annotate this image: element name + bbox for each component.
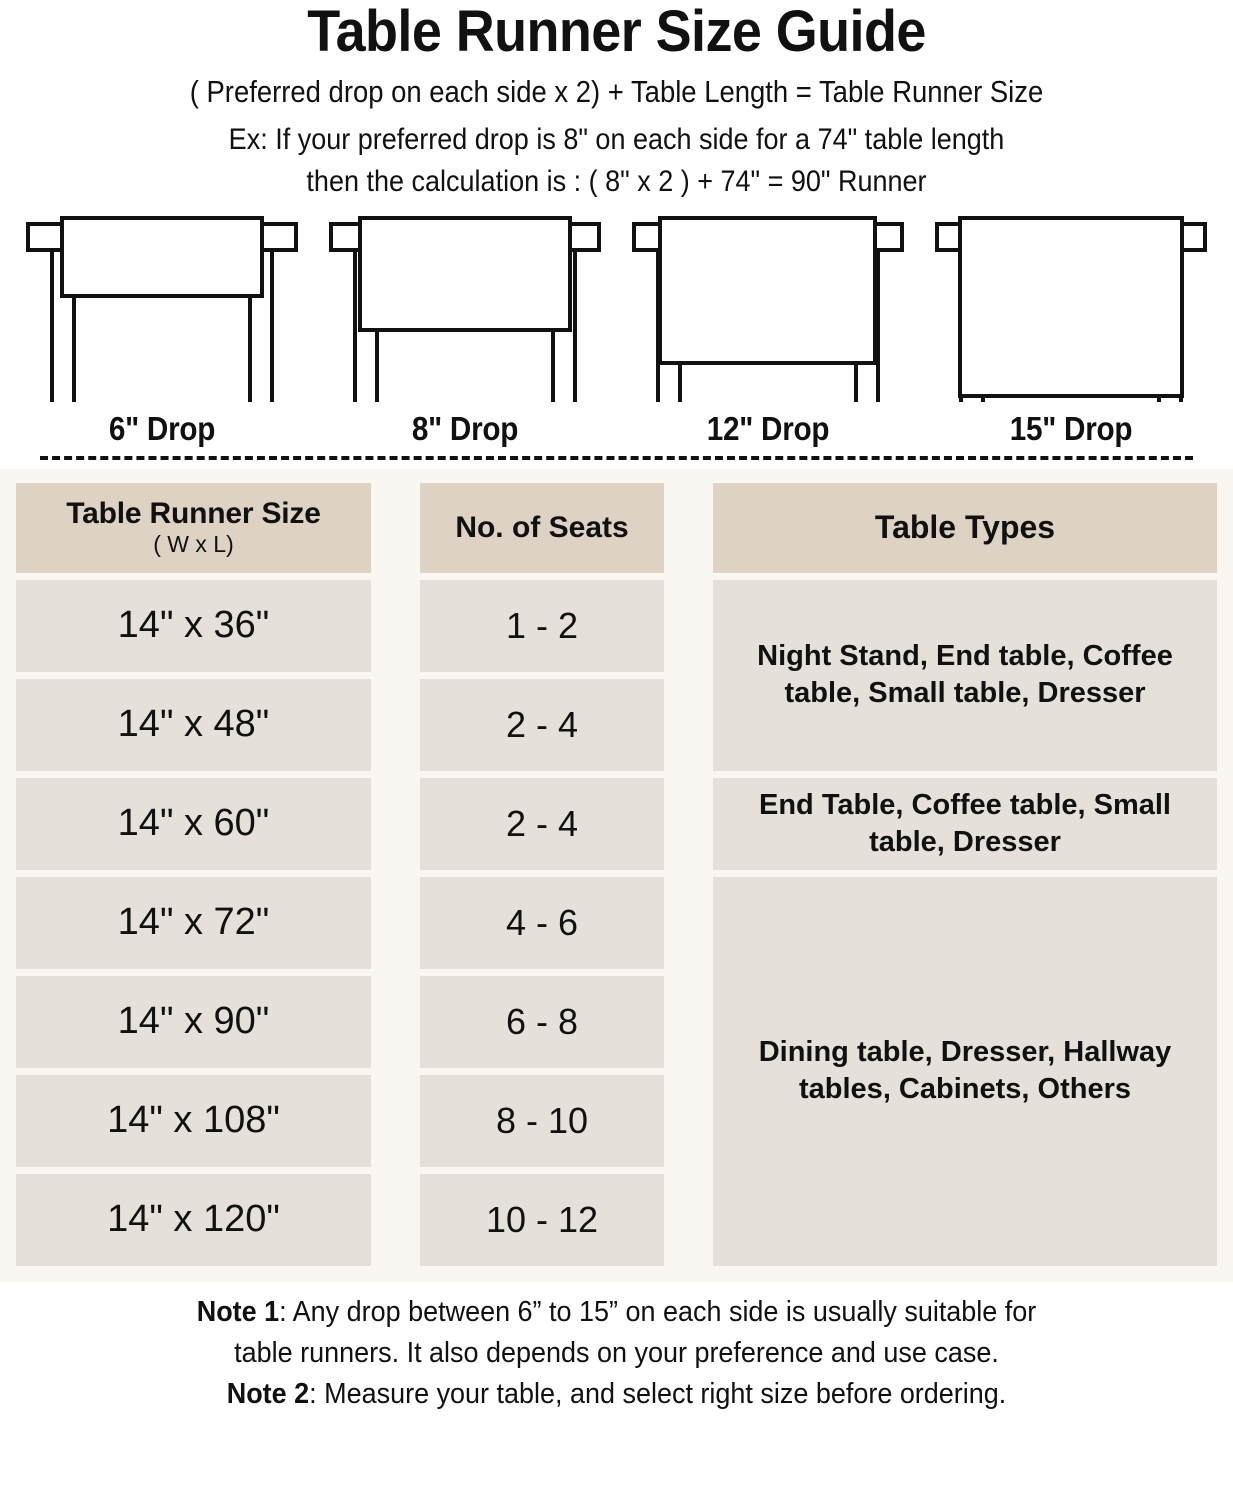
table-row: 14" x 36"	[16, 579, 371, 672]
table-row: 6 - 8	[420, 975, 664, 1068]
formula-line-1: ( Preferred drop on each side x 2) + Tab…	[189, 75, 1044, 110]
table-types-cell: Dining table, Dresser, Hallway tables, C…	[713, 876, 1217, 1266]
size-table: Table Runner Size ( W x L) No. of Seats …	[16, 482, 1217, 1266]
drop-label-row: 6" Drop 8" Drop 12" Drop 15" Drop	[0, 410, 1233, 448]
column-header-runner-size-main: Table Runner Size	[66, 497, 321, 531]
table-types-cell: Night Stand, End table, Coffee table, Sm…	[713, 579, 1217, 771]
notes-section: Note 1: Any drop between 6” to 15” on ea…	[0, 1281, 1233, 1416]
table-row: 2 - 4	[420, 777, 664, 870]
note-2-label: Note 2	[226, 1378, 310, 1411]
column-header-runner-size-sub: ( W x L)	[153, 531, 234, 558]
table-with-runner-icon	[632, 215, 904, 402]
table-types-cell: End Table, Coffee table, Small table, Dr…	[713, 777, 1217, 870]
size-table-panel: Table Runner Size ( W x L) No. of Seats …	[0, 468, 1233, 1282]
table-with-runner-icon	[329, 215, 601, 402]
drop-label-12in: 12" Drop	[706, 409, 830, 447]
table-row: 1 - 2	[420, 579, 664, 672]
section-divider	[40, 455, 1193, 460]
formula-line-3: then the calculation is : ( 8" x 2 ) + 7…	[306, 164, 927, 198]
note-line-3: Note 2: Measure your table, and select r…	[51, 1374, 1183, 1415]
drop-diagram-8in	[317, 212, 613, 408]
table-row: 14" x 108"	[16, 1074, 371, 1167]
note-1-text: Any drop between 6” to 15” on each side …	[292, 1295, 1037, 1328]
note-2-sep: :	[309, 1378, 325, 1411]
drop-diagram-6in	[14, 212, 310, 408]
table-row: 14" x 120"	[16, 1173, 371, 1266]
drop-diagram-strip	[0, 203, 1233, 408]
page-title: Table Runner Size Guide	[307, 0, 926, 64]
drop-label-6in: 6" Drop	[108, 409, 216, 447]
table-row: 8 - 10	[420, 1074, 664, 1167]
column-header-seats: No. of Seats	[420, 482, 664, 573]
drop-label-8in: 8" Drop	[411, 409, 519, 447]
note-1-label: Note 1	[196, 1295, 280, 1328]
table-row: 10 - 12	[420, 1173, 664, 1266]
drop-diagram-12in	[620, 212, 916, 408]
drop-diagram-15in	[923, 212, 1219, 408]
table-row: 14" x 60"	[16, 777, 371, 870]
title-block: Table Runner Size Guide ( Preferred drop…	[0, 2, 1233, 203]
note-2-text: Measure your table, and select right siz…	[324, 1378, 1007, 1411]
note-line-2: table runners. It also depends on your p…	[51, 1333, 1183, 1374]
note-1-text-cont: table runners. It also depends on your p…	[234, 1337, 999, 1370]
table-with-runner-icon	[935, 215, 1207, 402]
table-row: 14" x 48"	[16, 678, 371, 771]
note-1-sep: :	[279, 1295, 293, 1328]
table-row: 14" x 90"	[16, 975, 371, 1068]
column-header-table-types: Table Types	[713, 482, 1217, 573]
table-row: 2 - 4	[420, 678, 664, 771]
column-header-runner-size: Table Runner Size ( W x L)	[16, 482, 371, 573]
drop-label-15in: 15" Drop	[1009, 409, 1133, 447]
note-line-1: Note 1: Any drop between 6” to 15” on ea…	[51, 1292, 1183, 1333]
table-row: 14" x 72"	[16, 876, 371, 969]
table-row: 4 - 6	[420, 876, 664, 969]
formula-line-2: Ex: If your preferred drop is 8" on each…	[228, 122, 1005, 156]
table-with-runner-icon	[26, 215, 298, 402]
